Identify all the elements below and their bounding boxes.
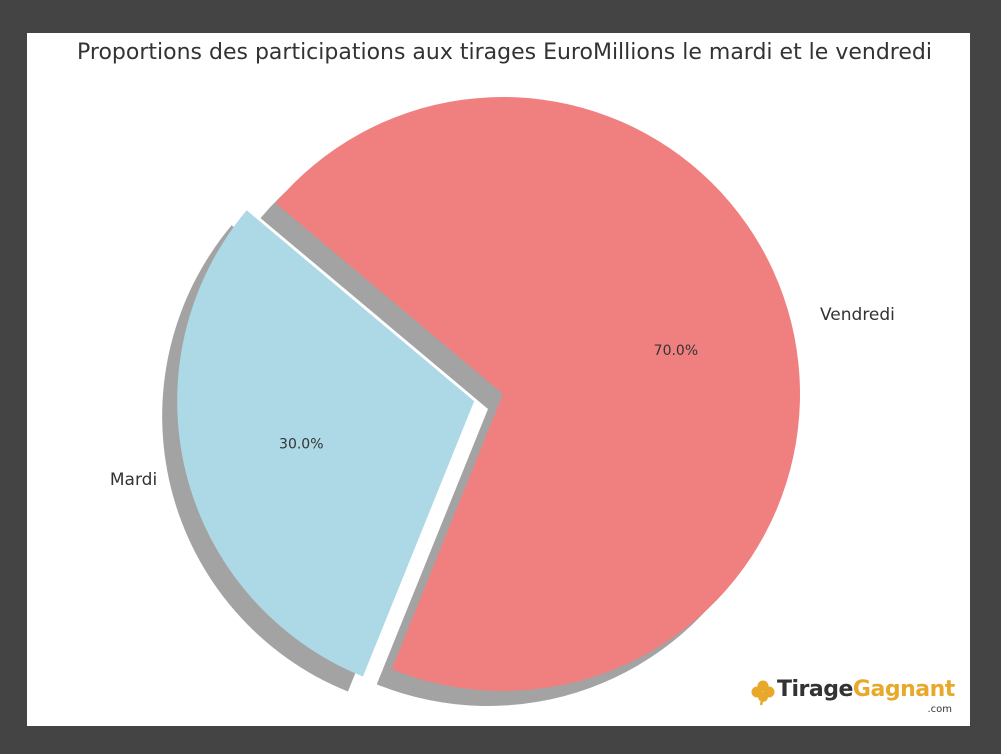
category-label-vendredi: Vendredi — [820, 305, 895, 325]
category-label-mardi: Mardi — [110, 470, 157, 490]
tiragegagnant-logo: TirageGagnant .com — [751, 677, 956, 717]
pie-slice-mardi — [177, 210, 475, 677]
pie-slices — [177, 96, 800, 691]
logo-name-part1: Tirage — [777, 677, 853, 702]
pct-label-mardi: 30.0% — [279, 436, 323, 452]
pie-slice-vendredi — [275, 96, 800, 691]
chart-title: Proportions des participations aux tirag… — [77, 40, 932, 65]
logo-suffix: .com — [927, 704, 952, 715]
chart-frame: Proportions des participations aux tirag… — [27, 33, 970, 726]
pct-label-vendredi: 70.0% — [654, 343, 698, 359]
clover-icon — [751, 680, 775, 706]
pie-labels: 30.0% Mardi 70.0% Vendredi — [110, 305, 895, 490]
pie-chart: 30.0% Mardi 70.0% Vendredi — [110, 96, 895, 707]
logo-wordmark: TirageGagnant — [777, 677, 955, 702]
logo-name-part2: Gagnant — [852, 677, 955, 702]
